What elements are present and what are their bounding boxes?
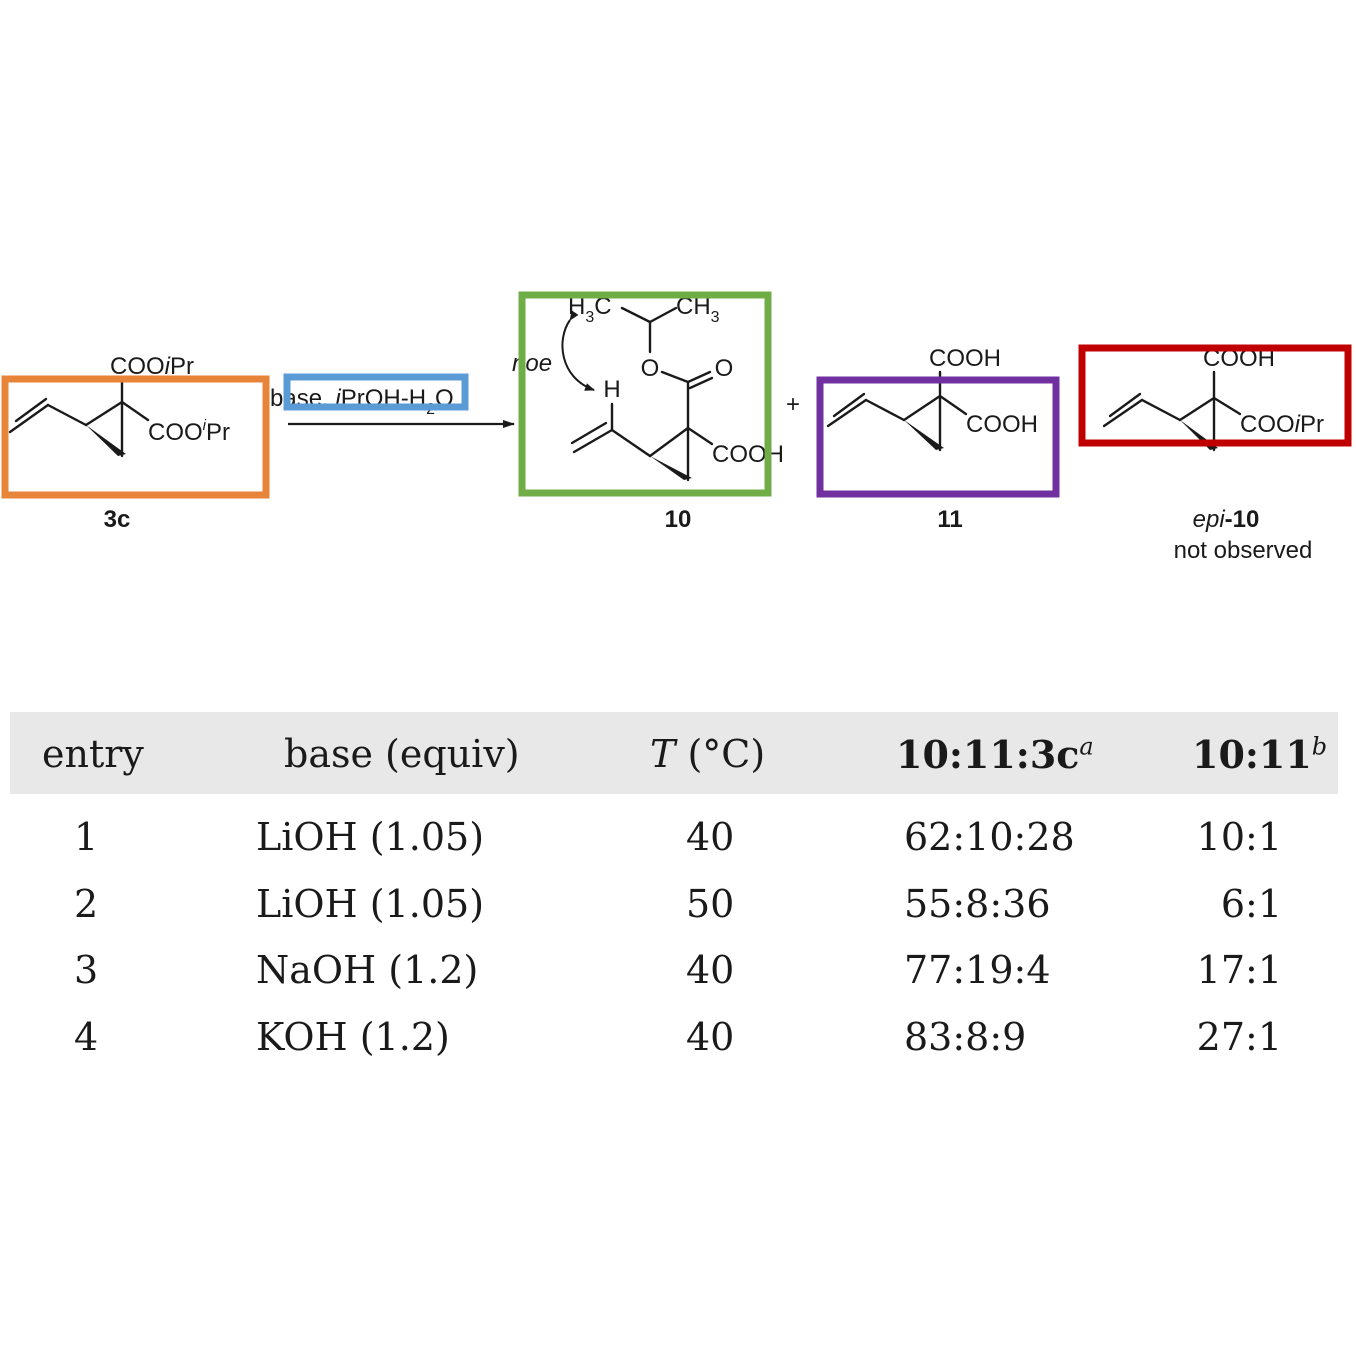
- table-row: 3 NaOH (1.2) 40 77:19:4 17:1: [10, 938, 1338, 1005]
- highlight-box-orange: [1, 375, 270, 499]
- highlight-box-blue: [283, 373, 469, 411]
- cell-ratio2: 10:1: [1196, 815, 1282, 859]
- table-row: 4 KOH (1.2) 40 83:8:9 27:1: [10, 1005, 1338, 1072]
- product-11-top-acid: COOH: [929, 345, 1001, 372]
- noe-hydrogen: H: [603, 376, 620, 403]
- cell-base: LiOH (1.05): [256, 815, 485, 859]
- reaction-scheme: COOiPr COOiPr 3c base, iPrOH-H2O H3C CH3…: [1, 291, 1352, 564]
- cell-temp: 40: [686, 948, 735, 992]
- reactant-3c-structure: COOiPr COOiPr: [8, 353, 230, 458]
- cell-ratio2: 6:1: [1220, 881, 1282, 926]
- cell-entry: 2: [74, 881, 99, 926]
- results-table: entry base (equiv) T (°C) 10:11:3ca 10:1…: [10, 712, 1338, 1071]
- cell-temp: 40: [686, 1014, 735, 1059]
- noe-curved-arrow: [561, 310, 595, 391]
- epi-10-label: epi-10: [1193, 506, 1260, 533]
- product-10-structure: H3C CH3 O O H COOH noe: [512, 293, 784, 482]
- cell-entry: 1: [74, 815, 99, 859]
- table-header: entry base (equiv) T (°C) 10:11:3ca 10:1…: [10, 712, 1338, 794]
- epi-10-right-ester: COOiPr: [1240, 411, 1324, 438]
- cell-temp: 40: [686, 815, 735, 859]
- cell-base: KOH (1.2): [256, 1014, 450, 1059]
- cell-base: NaOH (1.2): [256, 948, 479, 992]
- reactant-label: 3c: [104, 506, 131, 533]
- cell-ratio2: 27:1: [1196, 1014, 1282, 1059]
- table-row: 2 LiOH (1.05) 50 55:8:36 6:1: [10, 872, 1338, 939]
- reaction-conditions: base, iPrOH-H2O: [270, 385, 454, 418]
- plus-sign: +: [786, 391, 800, 418]
- cell-ratio2: 17:1: [1196, 948, 1282, 992]
- header-base: base (equiv): [284, 732, 520, 776]
- table-row: 1 LiOH (1.05) 40 62:10:28 10:1: [10, 805, 1338, 872]
- highlight-box-red: [1078, 344, 1352, 447]
- cell-ratio1: 62:10:28: [904, 815, 1075, 859]
- header-ratio-10-11: 10:11b: [1192, 732, 1328, 777]
- cell-temp: 50: [686, 881, 735, 926]
- epi-10-note: not observed: [1174, 537, 1313, 564]
- product-10-label: 10: [665, 506, 692, 533]
- reactant-right-substituent: COOiPr: [148, 417, 230, 446]
- cell-entry: 3: [74, 948, 99, 992]
- noe-label: noe: [512, 350, 552, 377]
- header-temperature: T (°C): [650, 732, 766, 776]
- product-11-label: 11: [937, 506, 962, 533]
- header-entry: entry: [42, 732, 144, 776]
- cell-entry: 4: [74, 1014, 99, 1059]
- cell-ratio1: 77:19:4: [904, 948, 1051, 992]
- table-body: 1 LiOH (1.05) 40 62:10:28 10:1 2 LiOH (1…: [10, 794, 1338, 1071]
- epi-10-structure: COOH COOiPr: [1102, 345, 1324, 452]
- ester-oxygen: O: [641, 355, 660, 382]
- highlight-box-purple: [816, 376, 1060, 498]
- product-10-acid: COOH: [712, 441, 784, 468]
- carbonyl-oxygen: O: [715, 355, 734, 382]
- product-11-structure: COOH COOH: [826, 345, 1038, 452]
- cell-ratio1: 55:8:36: [904, 881, 1051, 926]
- header-ratio-10-11-3c: 10:11:3ca: [896, 732, 1094, 777]
- cell-base: LiOH (1.05): [256, 881, 485, 926]
- product-11-right-acid: COOH: [966, 411, 1038, 438]
- cell-ratio1: 83:8:9: [904, 1014, 1027, 1059]
- highlight-box-green: [518, 291, 772, 497]
